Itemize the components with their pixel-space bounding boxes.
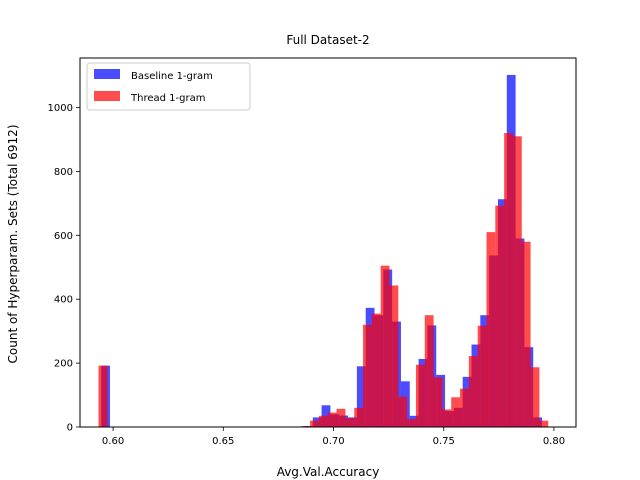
histogram-bar [407,419,416,427]
histogram-bar [415,364,425,427]
histogram-bar [327,412,337,427]
histogram-bar [363,324,372,427]
x-tick-label: 0.65 [212,436,234,447]
histogram-bar [451,397,461,427]
legend-label-baseline: Baseline 1-gram [131,71,213,82]
x-tick-label: 0.70 [322,436,344,447]
histogram-bar [98,365,108,427]
histogram-bar [495,205,505,427]
legend-swatch-thread [94,91,120,101]
histogram-bar [512,136,522,428]
histogram-bar [318,415,328,427]
histogram-bar [477,325,487,427]
x-axis-label: Avg.Val.Accuracy [277,465,380,479]
histogram-bar [504,133,513,427]
x-tick-label: 0.60 [102,436,124,447]
histogram-bar [539,420,549,427]
plot-frame [79,57,577,428]
y-tick-label: 800 [54,167,73,178]
histogram-bar [345,418,355,427]
histogram-bar [371,313,381,427]
histogram-bar [521,241,531,427]
y-tick-label: 200 [54,359,73,370]
x-tick-label: 0.75 [433,436,455,447]
histogram-bar [433,377,443,427]
series-1 [98,133,549,428]
bars-layer [98,74,549,428]
histogram-bar [442,409,452,427]
histogram-bar [336,408,346,427]
legend-swatch-baseline [94,69,120,79]
x-tick-label: 0.80 [543,436,565,447]
x-axis-ticks: 0.60 0.65 0.70 0.75 0.80 [102,427,565,447]
histogram-bar [468,356,478,427]
y-tick-label: 600 [54,231,73,242]
histogram-bar [530,367,540,427]
y-tick-label: 0 [67,423,73,434]
chart-title: Full Dataset-2 [286,33,369,47]
legend: Baseline 1-gram Thread 1-gram [86,62,251,111]
y-tick-label: 1000 [48,103,73,114]
histogram-bar [398,396,408,427]
histogram-bar [380,265,390,427]
histogram-bar [356,366,366,427]
histogram-bar [354,407,364,427]
histogram-bar [486,232,496,427]
histogram-bar [424,315,434,427]
histogram-bar [389,285,399,427]
y-tick-label: 400 [54,295,73,306]
y-axis-label: Count of Hyperparam. Sets (Total 6912) [6,125,20,364]
legend-box [86,62,251,111]
histogram-bar [460,388,469,427]
y-axis-ticks: 0 200 400 600 800 1000 [48,103,80,434]
legend-label-thread: Thread 1-gram [130,93,205,104]
histogram-bar [310,420,319,427]
